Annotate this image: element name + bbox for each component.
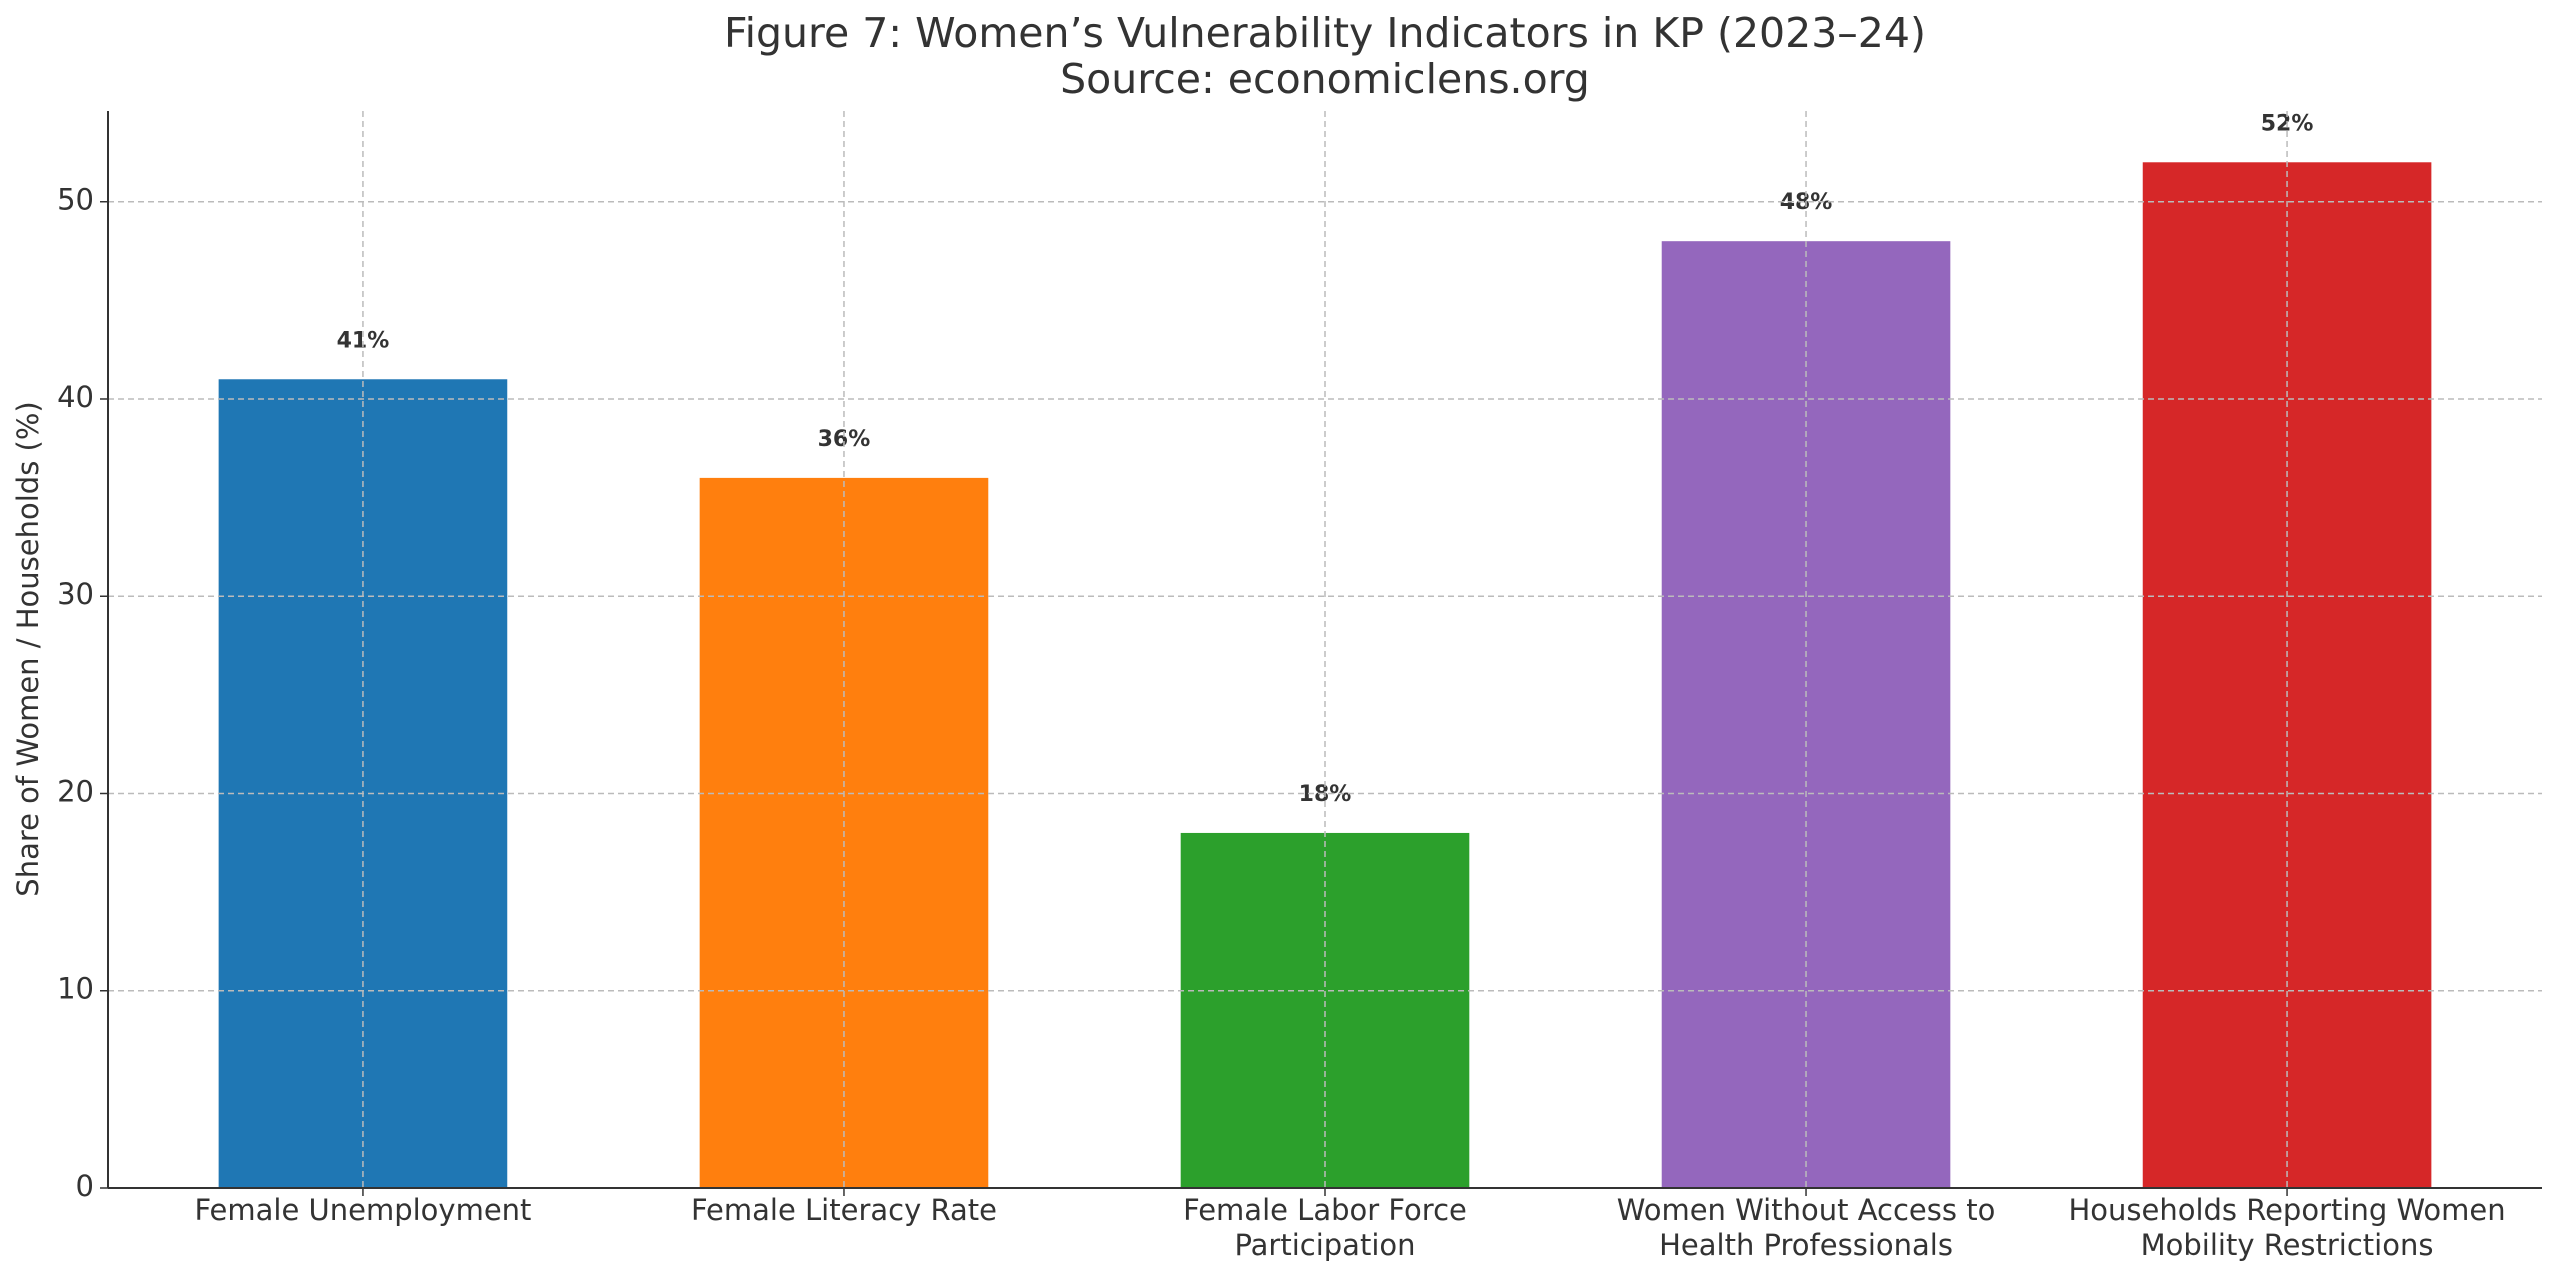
x-tick-label: Female Unemployment (194, 1193, 531, 1227)
chart-subtitle: Source: economiclens.org (1060, 55, 1590, 103)
x-tick-label: Households Reporting Women Mobility Restr… (2068, 1193, 2505, 1262)
y-tick-label: 30 (57, 577, 94, 611)
y-axis-label: Share of Women / Households (%) (11, 401, 45, 896)
x-tick-label: Women Without Access to Health Profession… (1617, 1193, 1996, 1262)
chart-title: Figure 7: Women’s Vulnerability Indicato… (724, 9, 1926, 57)
y-tick-label: 20 (57, 774, 94, 808)
y-tick-label: 40 (57, 380, 94, 414)
y-tick-label: 50 (57, 183, 94, 217)
x-tick-label: Female Literacy Rate (691, 1193, 997, 1227)
x-tick-label: Female Labor Force Participation (1183, 1193, 1467, 1262)
y-tick-label: 10 (57, 972, 94, 1006)
y-tick-label: 0 (76, 1169, 94, 1203)
value-label: 36% (818, 427, 871, 452)
